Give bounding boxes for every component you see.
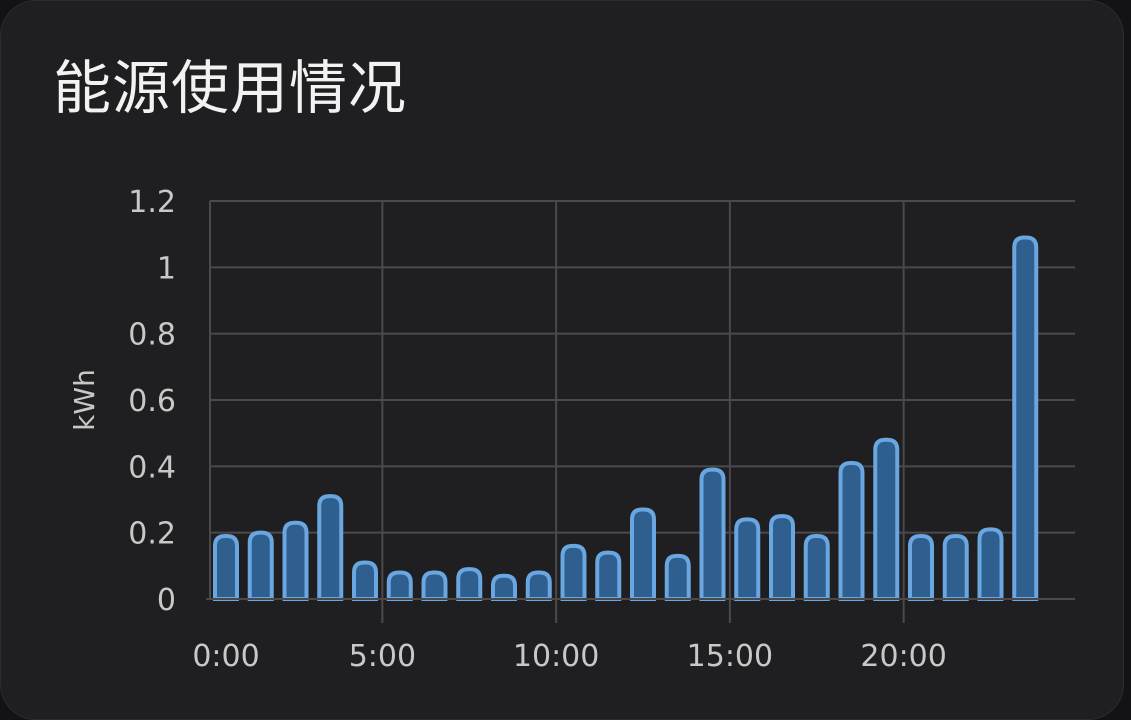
y-axis-title: kWh bbox=[68, 369, 101, 431]
bar-hour-5 bbox=[386, 570, 413, 601]
x-tick-label: 15:00 bbox=[687, 639, 773, 674]
bar-hour-6 bbox=[421, 570, 448, 601]
bar-hour-20 bbox=[908, 533, 934, 601]
bar-hour-12 bbox=[630, 507, 656, 601]
bar-hour-17 bbox=[803, 533, 830, 601]
bar-hour-23 bbox=[1012, 235, 1039, 601]
bar-hour-8 bbox=[491, 573, 517, 601]
y-tick-label: 1.2 bbox=[128, 185, 176, 220]
y-tick-label: 0.8 bbox=[128, 318, 176, 353]
x-tick-label: 5:00 bbox=[349, 639, 416, 674]
bar-hour-19 bbox=[873, 437, 900, 601]
bar-hour-1 bbox=[247, 530, 274, 601]
bar-hour-3 bbox=[317, 494, 344, 601]
bar-hour-2 bbox=[282, 520, 309, 601]
bar-hour-4 bbox=[352, 560, 378, 601]
y-tick-label: 0.4 bbox=[128, 450, 176, 485]
energy-bar-chart: 0 0.2 0.4 0.6 0.8 1 1.2 0:00 5:00 10:00 15:00 20:00… bbox=[68, 185, 1075, 674]
bar-hour-9 bbox=[525, 570, 552, 601]
bar-hour-13 bbox=[664, 553, 691, 601]
bar-hour-11 bbox=[595, 550, 622, 601]
bar-hour-0 bbox=[213, 533, 239, 601]
y-tick-label: 0 bbox=[157, 583, 176, 618]
bar-hour-14 bbox=[699, 467, 726, 601]
bar-hour-22 bbox=[977, 527, 1004, 601]
bar-hour-16 bbox=[769, 514, 795, 601]
card-title: 能源使用情况 bbox=[53, 54, 408, 122]
y-tick-label: 0.2 bbox=[128, 517, 176, 552]
x-tick-label: 10:00 bbox=[513, 639, 599, 674]
bar-hour-15 bbox=[734, 517, 761, 601]
bar-hour-7 bbox=[456, 567, 483, 601]
x-tick-label: 0:00 bbox=[192, 639, 259, 674]
x-tick-label: 20:00 bbox=[860, 639, 946, 674]
bar-hour-18 bbox=[838, 461, 865, 601]
bar-hour-10 bbox=[560, 543, 587, 601]
bar-hour-21 bbox=[942, 533, 969, 601]
y-tick-label: 1 bbox=[157, 251, 176, 286]
y-tick-label: 0.6 bbox=[128, 384, 176, 419]
